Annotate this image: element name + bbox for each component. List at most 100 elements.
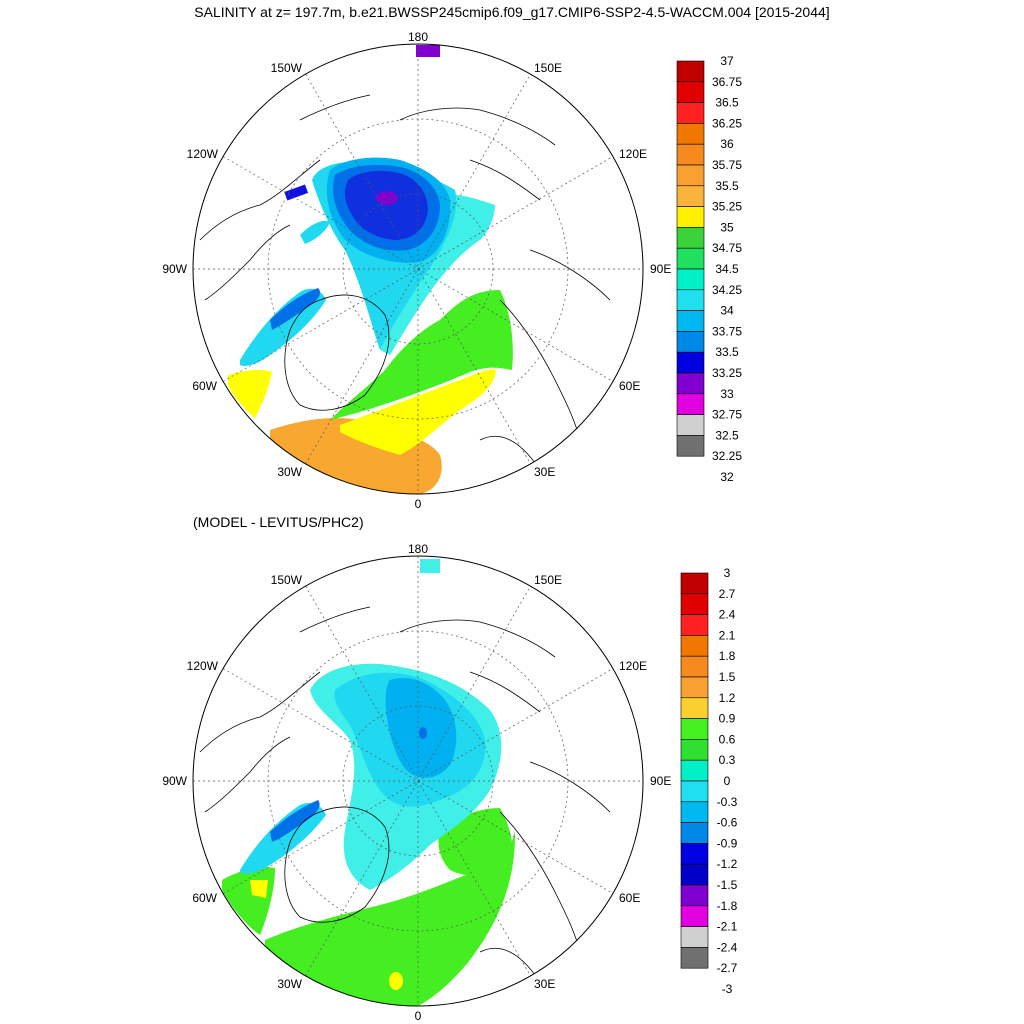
lon-label-60w: 60W xyxy=(192,891,217,905)
colorbar-box xyxy=(676,185,705,207)
lon-label-120e: 120E xyxy=(619,659,647,673)
lon-label-60e: 60E xyxy=(619,891,640,905)
colorbar-box xyxy=(680,718,709,740)
green-shelf-region xyxy=(330,290,513,420)
cyan-region xyxy=(380,195,495,355)
colorbar-box xyxy=(680,697,709,719)
colorbar-label: 34.75 xyxy=(712,241,742,255)
beaufort-purple-patch xyxy=(284,184,309,201)
colorbar-label: 36 xyxy=(720,137,734,151)
colorbar-box xyxy=(676,331,705,353)
colorbar-label: 36.5 xyxy=(715,96,739,110)
iceland-yellow-spot xyxy=(389,972,403,990)
colorbar-box xyxy=(680,843,709,865)
colorbar-label: 1.2 xyxy=(719,691,736,705)
lon-label-0: 0 xyxy=(415,497,422,511)
plot-title: SALINITY at z= 197.7m, b.e21.BWSSP245cmi… xyxy=(194,4,830,20)
colorbar-label: 34 xyxy=(720,304,734,318)
archipelago-channel xyxy=(300,220,330,244)
difference-map: 180 0 90W 90E 150W 120W 150E 120E 60W 30… xyxy=(162,542,671,1023)
colorbar-box xyxy=(676,310,705,332)
yellow-band-region xyxy=(340,369,496,455)
colorbar-box xyxy=(676,143,705,166)
colorbar-label: 35.75 xyxy=(712,158,742,172)
lon-label-120w: 120W xyxy=(187,147,219,161)
colorbar-label: 36.25 xyxy=(712,116,742,130)
colorbar-label: 32.75 xyxy=(712,408,742,422)
baffin-blue-strip xyxy=(270,800,320,842)
colorbar-box xyxy=(676,372,705,395)
deep-blue-region xyxy=(344,170,428,240)
colorbar-label: -2.7 xyxy=(717,961,738,975)
map-boundary xyxy=(192,555,644,1007)
colorbar-box xyxy=(676,268,705,291)
colorbar-box xyxy=(680,676,709,699)
colorbar-label: 0.3 xyxy=(719,753,736,767)
colorbar-label: 0.9 xyxy=(719,712,736,726)
lon-label-180: 180 xyxy=(408,30,428,44)
bering-cyan-patch xyxy=(420,559,440,573)
lon-label-150e: 150E xyxy=(534,573,562,587)
colorbar-box xyxy=(680,759,709,782)
salinity-minimum-core xyxy=(376,191,398,205)
colorbar-label: 33 xyxy=(720,387,734,401)
colorbar-label: 2.4 xyxy=(719,608,736,622)
colorbar-box xyxy=(680,822,709,844)
chukchi-purple-patch xyxy=(416,45,440,57)
colorbar-label: 2.1 xyxy=(719,628,736,642)
colorbar-label: 37 xyxy=(720,54,734,68)
colorbar-box xyxy=(676,414,705,436)
colorbar-box xyxy=(676,351,705,374)
colorbar-box xyxy=(680,635,709,657)
colorbar-box xyxy=(676,393,705,415)
colorbar-label: 36.75 xyxy=(712,75,742,89)
colorbar-box xyxy=(676,164,705,187)
colorbar-label: 32.25 xyxy=(712,449,742,463)
colorbar-box xyxy=(680,801,709,823)
colorbar-label: 34.5 xyxy=(715,262,739,276)
colorbar-box xyxy=(680,905,709,927)
lon-label-120e: 120E xyxy=(619,147,647,161)
map-boundary xyxy=(192,43,644,495)
lon-label-90w: 90W xyxy=(162,774,187,788)
colorbar-label: 35.5 xyxy=(715,179,739,193)
colorbar-label: 35.25 xyxy=(712,200,742,214)
colorbar-box xyxy=(680,926,709,948)
labrador-yellow-region xyxy=(228,369,272,418)
colorbar-label: 35 xyxy=(720,220,734,234)
colorbar-box xyxy=(680,739,709,761)
colorbar-difference: 3 2.7 2.4 2.1 1.8 1.5 1.2 0.9 0.6 0.3 0 -0.3 -0.6 -0.… xyxy=(680,566,738,996)
lon-label-30w: 30W xyxy=(277,465,302,479)
colorbar-label: -2.1 xyxy=(717,920,738,934)
colorbar-label: 33.5 xyxy=(715,345,739,359)
colorbar-box xyxy=(676,123,705,145)
colorbar-salinity: 37 36.75 36.5 36.25 36 35.75 35.5 35.25 35 34.75 3… xyxy=(676,54,742,484)
colorbar-label: 3 xyxy=(724,566,731,580)
colorbar-box xyxy=(680,780,709,803)
colorbar-label: -0.3 xyxy=(717,795,738,809)
colorbar-label: -1.2 xyxy=(717,857,738,871)
colorbar-box xyxy=(676,435,705,457)
lon-label-0: 0 xyxy=(415,1009,422,1023)
colorbar-box xyxy=(676,289,705,311)
lon-label-30e: 30E xyxy=(534,977,555,991)
lon-label-150w: 150W xyxy=(271,573,303,587)
colorbar-box xyxy=(680,884,709,907)
colorbar-label: 1.8 xyxy=(719,649,736,663)
colorbar-label: 0.6 xyxy=(719,732,736,746)
lon-label-150e: 150E xyxy=(534,61,562,75)
colorbar-box xyxy=(680,947,709,969)
colorbar-box xyxy=(676,81,705,103)
lon-label-30w: 30W xyxy=(277,977,302,991)
labrador-yellow-spot xyxy=(250,880,268,898)
colorbar-label: -3 xyxy=(722,982,733,996)
colorbar-box xyxy=(680,593,709,615)
colorbar-box xyxy=(676,60,705,83)
colorbar-label: -0.6 xyxy=(717,816,738,830)
baffin-blue-strip xyxy=(270,288,320,330)
colorbar-label: 2.7 xyxy=(719,587,736,601)
lon-label-90e: 90E xyxy=(650,774,671,788)
lon-label-90w: 90W xyxy=(162,262,187,276)
colorbar-box xyxy=(680,572,709,595)
colorbar-label: 32.5 xyxy=(715,428,739,442)
